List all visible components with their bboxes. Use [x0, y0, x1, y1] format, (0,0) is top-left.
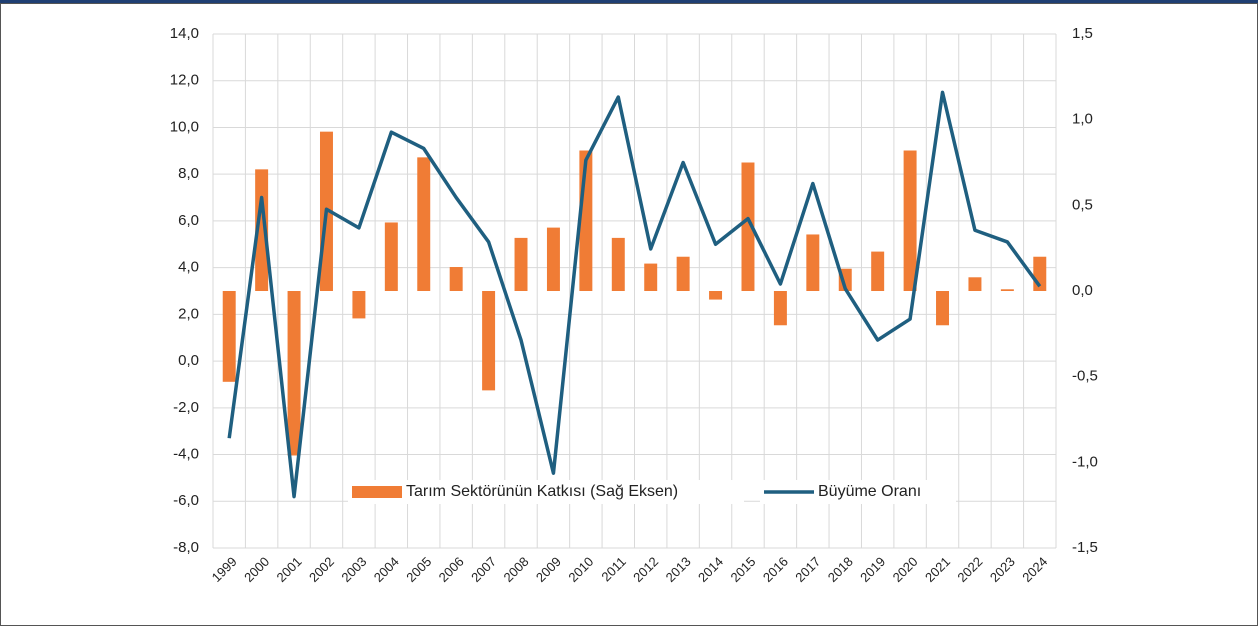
y-tick-label: -8,0 [173, 539, 199, 556]
x-tick-label: 2008 [501, 554, 532, 585]
x-tick-label: 2000 [241, 554, 272, 585]
x-tick-label: 2006 [436, 554, 467, 585]
y2-tick-label: -0,5 [1072, 368, 1098, 385]
bar [773, 291, 787, 326]
x-tick-label: 1999 [209, 554, 240, 585]
x-tick-label: 2023 [987, 554, 1018, 585]
y-tick-label: -2,0 [173, 399, 199, 416]
bar [287, 291, 301, 456]
bar [546, 227, 560, 291]
line [227, 90, 1042, 499]
y-tick-label: 10,0 [170, 118, 199, 135]
bar [352, 291, 366, 319]
legend-label: Tarım Sektörünün Katkısı (Sağ Eksen) [406, 483, 678, 500]
top-bar [0, 0, 1258, 3]
bar [806, 234, 820, 291]
x-tick-label: 2017 [792, 554, 823, 585]
x-tick-label: 2005 [403, 554, 434, 585]
bar [514, 237, 528, 291]
x-tick-label: 2013 [663, 554, 694, 585]
x-tick-label: 2022 [954, 554, 985, 585]
y-tick-label: 4,0 [178, 259, 199, 276]
y2-tick-label: -1,5 [1072, 539, 1098, 556]
legend-label: Büyüme Oranı [818, 483, 921, 500]
y-tick-label: -4,0 [173, 446, 199, 463]
bar [968, 277, 982, 291]
x-tick-label: 2021 [922, 554, 953, 585]
y2-tick-label: 1,5 [1072, 25, 1093, 42]
bar [449, 267, 463, 291]
y-tick-label: 12,0 [170, 72, 199, 89]
bar [1000, 289, 1014, 291]
x-tick-label: 2010 [565, 554, 596, 585]
y-tick-label: 6,0 [178, 212, 199, 229]
bar [741, 162, 755, 291]
y2-tick-label: 0,0 [1072, 282, 1093, 299]
x-tick-label: 2009 [533, 554, 564, 585]
x-tick-label: 2014 [695, 554, 726, 585]
x-tick-label: 2004 [371, 554, 402, 585]
y-tick-label: 2,0 [178, 305, 199, 322]
x-tick-label: 2012 [630, 554, 661, 585]
legend-bg [348, 480, 744, 504]
x-tick-label: 2007 [468, 554, 499, 585]
bar [871, 251, 885, 291]
y2-tick-label: -1,0 [1072, 453, 1098, 470]
x-tick-label: 2020 [890, 554, 921, 585]
x-tick-label: 2015 [727, 554, 758, 585]
x-tick-label: 2024 [1019, 554, 1050, 585]
x-tick-label: 2011 [598, 554, 628, 584]
bar [611, 237, 625, 291]
bar [903, 150, 917, 291]
bar [676, 256, 690, 291]
x-tick-label: 2018 [825, 554, 856, 585]
y-tick-label: -6,0 [173, 492, 199, 509]
y-tick-label: 14,0 [170, 25, 199, 42]
bar [222, 291, 236, 382]
bar [417, 157, 431, 291]
x-tick-label: 2003 [338, 554, 369, 585]
y-tick-label: 8,0 [178, 165, 199, 182]
bar [936, 291, 950, 326]
legend-swatch [352, 486, 402, 498]
y2-tick-label: 1,0 [1072, 111, 1093, 128]
bar [255, 169, 269, 291]
x-tick-label: 2016 [760, 554, 791, 585]
bar [709, 291, 723, 300]
x-tick-label: 2019 [857, 554, 888, 585]
x-tick-label: 2001 [274, 554, 305, 585]
y2-tick-label: 0,5 [1072, 196, 1093, 213]
bar [384, 222, 398, 291]
bar [644, 263, 658, 291]
bar [482, 291, 496, 391]
y-tick-label: 0,0 [178, 352, 199, 369]
x-tick-label: 2002 [306, 554, 337, 585]
